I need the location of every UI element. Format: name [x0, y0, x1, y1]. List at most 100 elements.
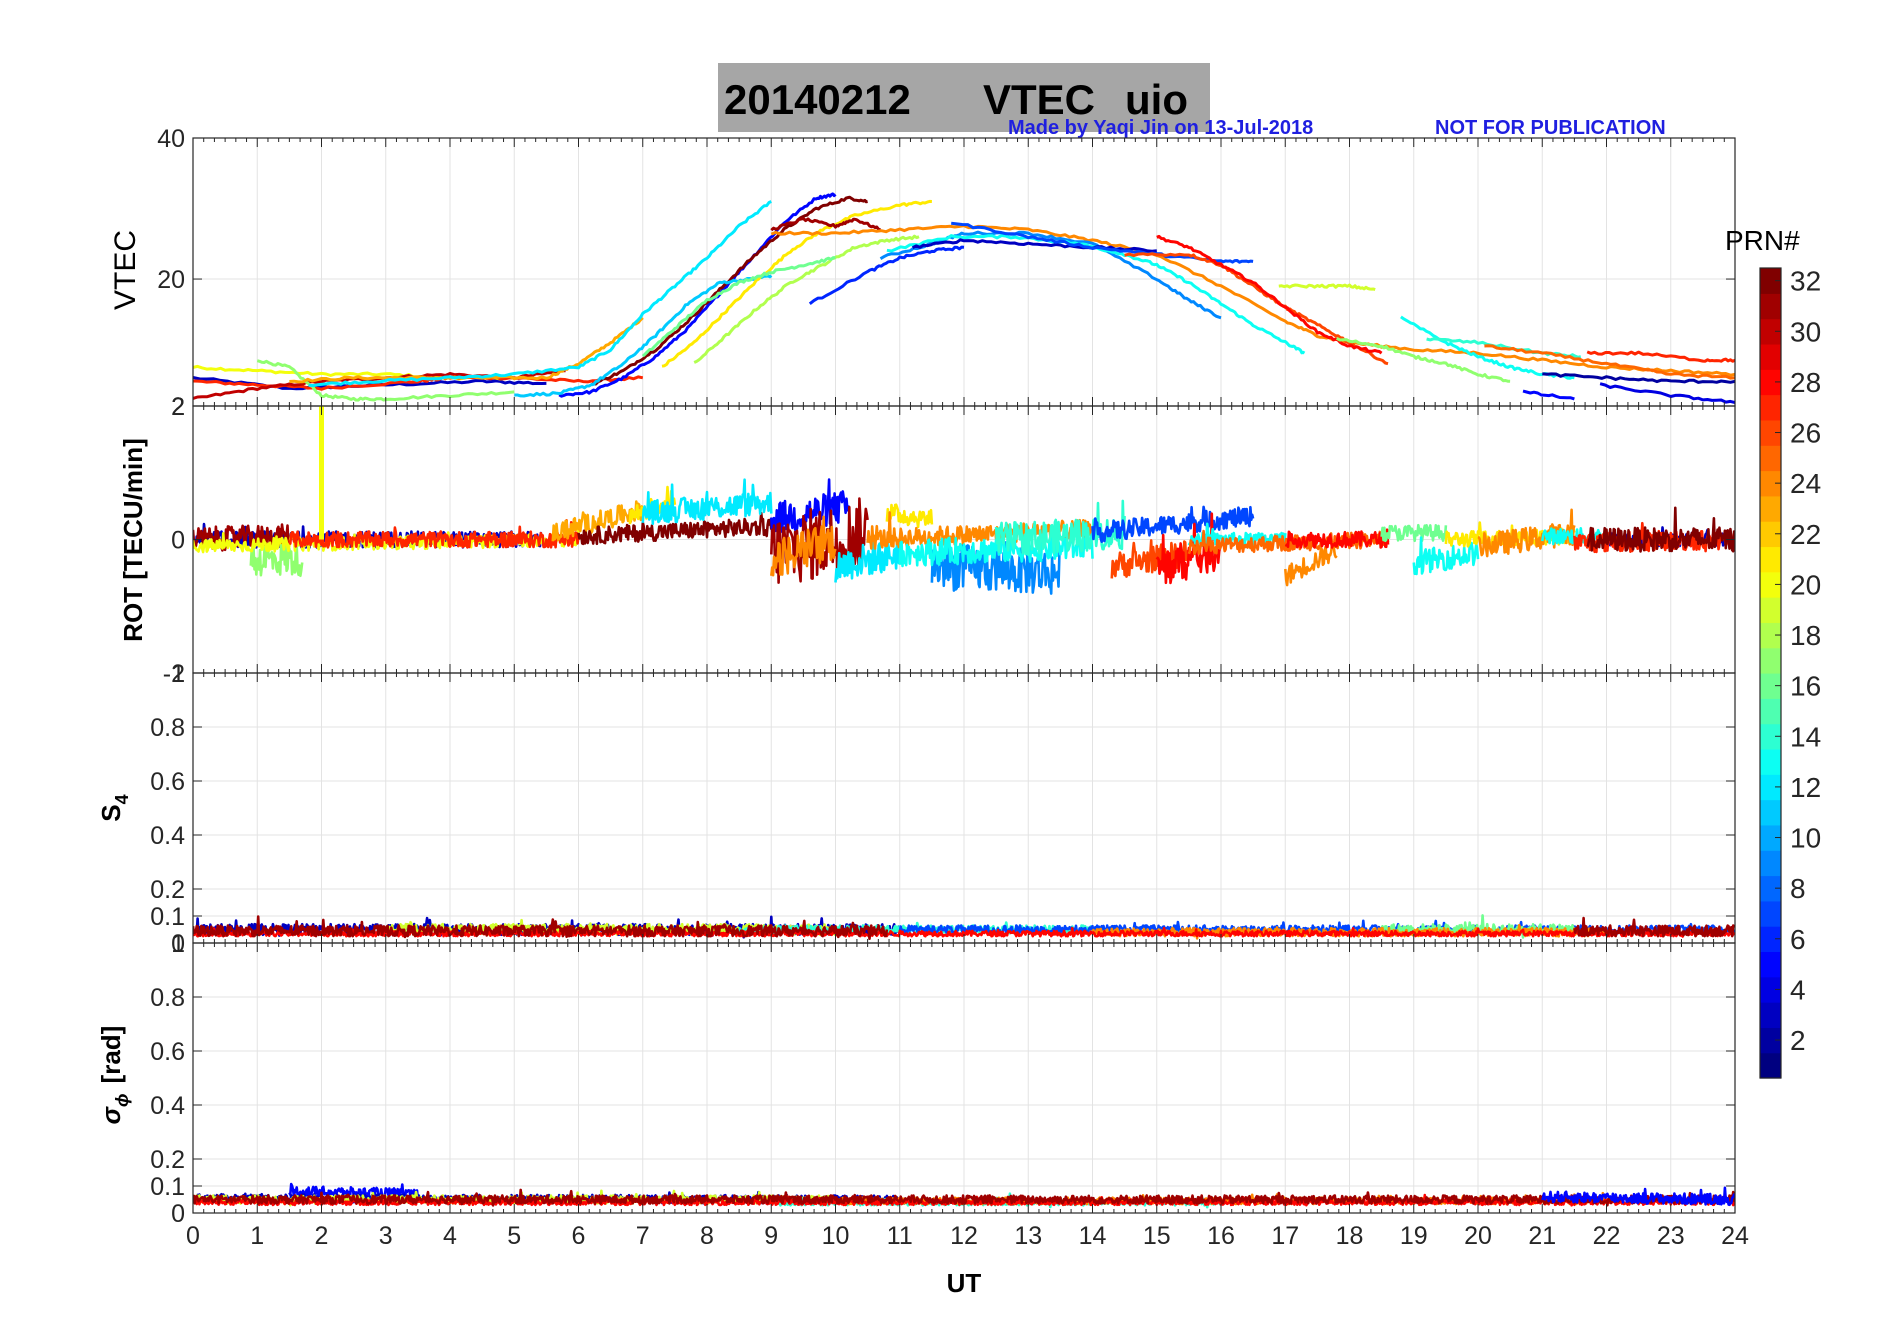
y-tick-label: 0.2	[150, 876, 185, 904]
series-line-prn-23	[289, 316, 644, 384]
series-line-prn-31	[193, 915, 889, 940]
colorbar-segment	[1760, 546, 1781, 573]
y-tick-label: 2	[171, 393, 185, 421]
colorbar-segment	[1760, 343, 1781, 370]
colorbar-segment	[1760, 495, 1781, 522]
colorbar-segment	[1760, 369, 1781, 396]
series-line-prn-32	[577, 511, 773, 546]
series-line-prn-31	[770, 217, 881, 232]
title-box	[718, 63, 1210, 132]
colorbar-tick-label: 24	[1790, 468, 1821, 499]
sigma-phi-ylabel-sub: ϕ	[112, 1093, 132, 1107]
not-for-publication-text: NOT FOR PUBLICATION	[1435, 117, 1666, 139]
sigma-phi-ylabel-unit: [rad]	[96, 1026, 126, 1084]
y-tick-label: 0.8	[150, 714, 185, 742]
colorbar-tick-label: 8	[1790, 873, 1806, 904]
series-line-prn-28	[1156, 234, 1383, 355]
sigma-phi-panel: 00.10.20.40.60.810 1 2 3 4 5 6 7 8 9 10 11 12 13 14 15 1…	[96, 930, 1749, 1298]
colorbar-tick-label: 16	[1790, 671, 1821, 702]
s4-grid	[193, 673, 1735, 943]
y-tick-label: 0.6	[150, 1038, 185, 1066]
x-tick-label: 23	[1657, 1222, 1685, 1250]
y-tick-label: 1	[171, 930, 185, 958]
colorbar-tick-label: 4	[1790, 974, 1806, 1005]
x-tick-label: 20	[1464, 1222, 1492, 1250]
colorbar-segment	[1760, 1027, 1781, 1054]
x-tick-label: 21	[1528, 1222, 1556, 1250]
colorbar-tick-label: 12	[1790, 772, 1821, 803]
x-tick-label: 18	[1336, 1222, 1364, 1250]
colorbar-tick-label: 22	[1790, 519, 1821, 550]
y-tick-label: 20	[157, 266, 185, 294]
s4-lines	[193, 914, 1735, 940]
series-line-prn-31	[193, 1188, 1735, 1207]
y-tick-label: 2	[171, 393, 185, 421]
y-tick-label: 0.2	[150, 1146, 185, 1174]
y-tick-label: 1	[171, 660, 185, 688]
series-line-prn-12	[308, 200, 772, 388]
s4-panel: 00.10.2 0.4 0.6 0.8 1 S4	[96, 660, 1736, 958]
colorbar-tick-label: 26	[1790, 418, 1821, 449]
colorbar-segment	[1760, 976, 1781, 1003]
series-line-prn-12	[641, 478, 773, 526]
sigma-phi-axes: 00.10.20.40.60.810 1 2 3 4 5 6 7 8 9 10 11 12 13 14 15 1…	[150, 930, 1749, 1250]
colorbar-segment	[1760, 850, 1781, 877]
colorbar-segment	[1760, 1002, 1781, 1028]
colorbar-segment	[1760, 268, 1781, 294]
sigma-phi-ylabel: σϕ [rad]	[96, 1026, 132, 1125]
x-tick-label: 9	[764, 1222, 778, 1250]
series-line-prn-24	[770, 515, 837, 577]
vtec-ylabel: VTEC	[109, 230, 142, 310]
series-line-prn-5	[1522, 389, 1575, 401]
series-line-prn-12	[834, 539, 902, 583]
y-tick-label: 0.1	[150, 1173, 185, 1201]
series-line-prn-31	[1573, 916, 1735, 938]
series-line-prn-21	[661, 199, 932, 368]
colorbar-segment	[1760, 698, 1781, 725]
colorbar-segment	[1760, 875, 1781, 902]
vtec-lines	[193, 192, 1735, 404]
series-line-prn-9	[930, 541, 1062, 595]
colorbar-segment	[1760, 900, 1781, 927]
credit-text: Made by Yaqi Jin on 13-Jul-2018	[1008, 117, 1313, 139]
series-line-prn-13	[1412, 536, 1480, 576]
x-tick-label: 17	[1271, 1222, 1299, 1250]
series-line-prn-7	[951, 221, 1254, 264]
y-tick-label: -2	[163, 660, 185, 688]
x-tick-label: 2	[315, 1222, 329, 1250]
x-tick-label: 1	[250, 1222, 264, 1250]
x-tick-label: 19	[1400, 1222, 1428, 1250]
series-line-prn-18	[693, 234, 920, 364]
x-tick-label: 13	[1014, 1222, 1042, 1250]
series-line-prn-7	[1091, 505, 1255, 543]
series-line-prn-13	[886, 234, 1306, 355]
colorbar-tick-label: 18	[1790, 620, 1821, 651]
x-tick-label: 16	[1207, 1222, 1235, 1250]
colorbar-frame	[1759, 267, 1782, 1079]
x-axis-label: UT	[947, 1268, 982, 1298]
title-date: 20140212	[724, 76, 911, 123]
colorbar-segment	[1760, 824, 1781, 851]
series-line-prn-17	[1335, 336, 1511, 383]
x-tick-label: 10	[822, 1222, 850, 1250]
colorbar-segment	[1760, 318, 1781, 345]
series-line-prn-24	[770, 224, 1735, 377]
colorbar-segment	[1760, 521, 1781, 548]
colorbar-segment	[1760, 622, 1781, 649]
series-line-prn-5	[1541, 1186, 1735, 1206]
x-tick-label: 11	[887, 1222, 913, 1250]
y-tick-label: 40	[157, 125, 185, 153]
colorbar-segment	[1760, 926, 1781, 953]
x-tick-label: 14	[1079, 1222, 1107, 1250]
rot-panel: -2 0 2 ROT [TECU/min]	[118, 393, 1736, 688]
x-tick-label: 7	[636, 1222, 650, 1250]
y-tick-label: 0	[171, 527, 185, 555]
x-tick-label: 5	[507, 1222, 521, 1250]
y-tick-label: 0.4	[150, 822, 185, 850]
series-line-prn-17	[256, 359, 515, 402]
series-line-prn-16	[1380, 523, 1448, 543]
x-tick-label: 0	[186, 1222, 200, 1250]
